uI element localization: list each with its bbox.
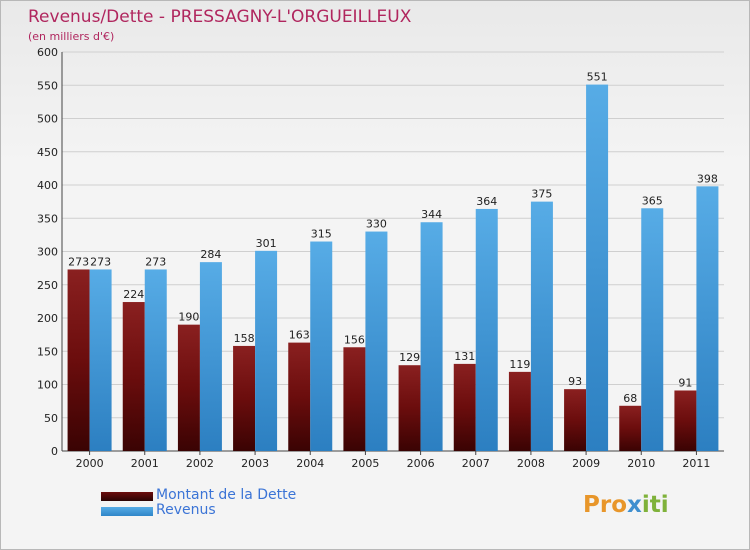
y-tick-label: 0 (51, 445, 58, 458)
x-tick-label: 2011 (682, 457, 710, 470)
logo-part-2: x (627, 492, 642, 518)
value-label-revenue: 364 (476, 195, 497, 208)
value-label-debt: 156 (344, 333, 365, 346)
bar-revenue (255, 250, 278, 451)
x-tick-label: 2001 (131, 457, 159, 470)
value-label-revenue: 330 (366, 218, 387, 231)
y-tick-label: 600 (37, 46, 58, 59)
value-label-debt: 91 (678, 376, 692, 389)
bar-revenue (475, 208, 498, 451)
value-label-debt: 224 (123, 288, 144, 301)
y-tick-label: 550 (37, 79, 58, 92)
x-tick-label: 2009 (572, 457, 600, 470)
bar-revenue (530, 201, 553, 451)
value-label-debt: 119 (509, 358, 530, 371)
bar-revenue (641, 208, 664, 451)
y-tick-label: 300 (37, 246, 58, 259)
value-label-revenue: 273 (145, 255, 166, 268)
value-label-debt: 129 (399, 351, 420, 364)
value-label-revenue: 273 (90, 255, 111, 268)
x-tick-label: 2006 (407, 457, 435, 470)
value-label-debt: 158 (234, 332, 255, 345)
bar-debt (122, 302, 145, 451)
value-label-debt: 163 (289, 329, 310, 342)
bar-revenue (420, 222, 443, 451)
y-tick-label: 350 (37, 212, 58, 225)
bar-debt (674, 390, 697, 451)
logo-part-3: iti (641, 492, 669, 518)
legend-swatch-revenue (101, 507, 153, 516)
y-tick-label: 500 (37, 113, 58, 126)
proxiti-logo: Proxiti (583, 492, 669, 518)
bar-debt (453, 363, 476, 451)
value-label-debt: 131 (454, 350, 475, 363)
bar-debt (67, 269, 90, 451)
y-tick-label: 150 (37, 345, 58, 358)
y-tick-label: 200 (37, 312, 58, 325)
y-tick-label: 50 (44, 412, 58, 425)
value-label-debt: 68 (623, 392, 637, 405)
value-label-debt: 273 (68, 255, 89, 268)
x-tick-label: 2002 (186, 457, 214, 470)
x-tick-label: 2007 (462, 457, 490, 470)
bar-debt (343, 347, 366, 451)
bar-debt (398, 365, 421, 451)
chart-title: Revenus/Dette - PRESSAGNY-L'ORGUEILLEUX (28, 7, 412, 27)
bar-revenue (199, 262, 222, 451)
logo-part-1: Pro (583, 492, 628, 518)
bar-debt (177, 324, 200, 451)
value-label-debt: 190 (178, 311, 199, 324)
value-label-revenue: 284 (200, 248, 221, 261)
x-tick-label: 2003 (241, 457, 269, 470)
value-label-debt: 93 (568, 375, 582, 388)
legend-label-revenue: Revenus (156, 502, 216, 518)
legend-swatch-debt (101, 492, 153, 501)
x-tick-label: 2010 (627, 457, 655, 470)
x-tick-label: 2005 (351, 457, 379, 470)
x-tick-label: 2008 (517, 457, 545, 470)
bar-revenue (365, 231, 388, 451)
bar-debt (619, 405, 642, 451)
bar-revenue (586, 84, 609, 452)
y-tick-label: 450 (37, 146, 58, 159)
bar-revenue (89, 269, 112, 451)
value-label-revenue: 365 (642, 194, 663, 207)
value-label-revenue: 551 (587, 71, 608, 84)
bar-revenue (144, 269, 167, 451)
x-tick-label: 2004 (296, 457, 324, 470)
bar-revenue (696, 186, 719, 451)
y-tick-label: 250 (37, 279, 58, 292)
bar-debt (233, 345, 256, 451)
value-label-revenue: 375 (531, 188, 552, 201)
legend-label-debt: Montant de la Dette (156, 487, 297, 503)
bar-debt (288, 342, 311, 451)
y-tick-label: 400 (37, 179, 58, 192)
x-tick-label: 2000 (76, 457, 104, 470)
y-tick-label: 100 (37, 379, 58, 392)
value-label-revenue: 301 (256, 237, 277, 250)
bar-debt (508, 371, 531, 451)
value-label-revenue: 398 (697, 172, 718, 185)
chart-subtitle: (en milliers d'€) (28, 30, 115, 43)
bar-revenue (310, 241, 333, 451)
value-label-revenue: 315 (311, 228, 332, 241)
value-label-revenue: 344 (421, 208, 442, 221)
bar-debt (564, 389, 587, 451)
